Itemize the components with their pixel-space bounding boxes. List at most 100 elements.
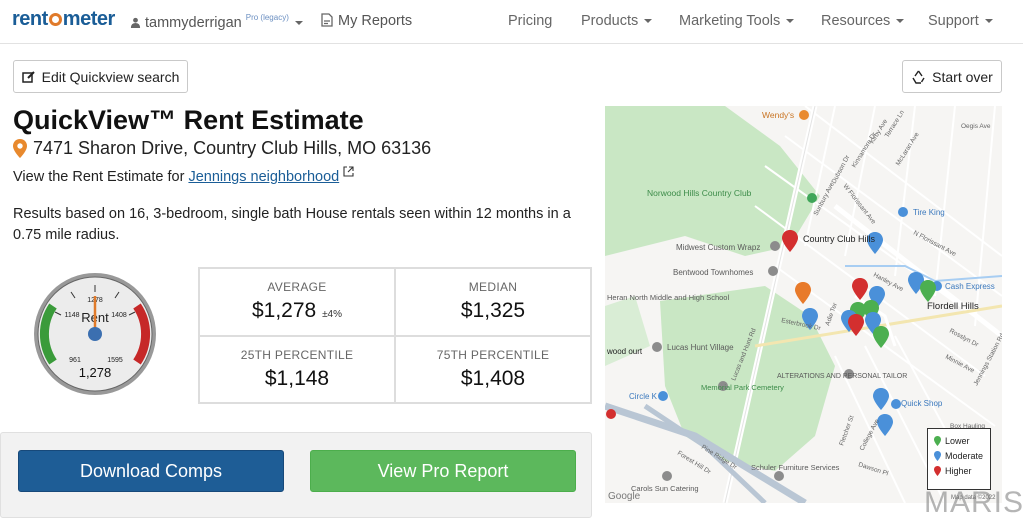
gas-poi-icon[interactable]	[658, 391, 668, 401]
logo-text-rent: rent	[12, 8, 48, 30]
label-country-club-hills: Country Club Hills	[803, 234, 876, 244]
map-pin-icon	[13, 139, 27, 158]
gauge-tick-p25: 1148	[64, 312, 79, 319]
map-marker-lower[interactable]	[920, 280, 936, 302]
my-reports-label: My Reports	[338, 13, 413, 29]
map-golf-course	[605, 106, 820, 256]
stat-p75: 75TH PERCENTILE $1,408	[395, 335, 591, 403]
username: tammyderrigan	[145, 15, 242, 31]
map-marker-subject[interactable]	[795, 282, 811, 304]
label-lucas-hunt: Lucas Hunt Village	[667, 343, 734, 352]
label-cash-express: Cash Express	[945, 282, 995, 291]
tire-poi-icon[interactable]	[898, 207, 908, 217]
stat-average-label: AVERAGE	[267, 280, 327, 294]
map-park	[605, 296, 650, 366]
nav-support[interactable]: Support	[928, 13, 993, 29]
chevron-down-icon	[294, 21, 303, 25]
map-marker-moderate[interactable]	[802, 308, 818, 330]
cemetery-poi-icon[interactable]	[718, 381, 728, 391]
map-marker-moderate[interactable]	[908, 272, 924, 294]
road-poi-icon[interactable]	[606, 409, 616, 419]
map-marker-higher[interactable]	[782, 230, 798, 252]
label-wood-court: wood ourt	[606, 347, 643, 356]
address-line: 7471 Sharon Drive, Country Club Hills, M…	[13, 138, 431, 159]
stat-median: MEDIAN $1,325	[395, 268, 591, 336]
gauge-value: 1,278	[79, 365, 112, 380]
map-marker-moderate[interactable]	[867, 232, 883, 254]
map-marker-moderate[interactable]	[877, 414, 893, 436]
street-rosslyn: Rosslyn Dr	[948, 328, 980, 349]
rentometer-logo[interactable]: rent meter	[12, 8, 115, 31]
edit-icon	[21, 70, 35, 83]
stat-p25-value: $1,148	[264, 366, 330, 390]
edit-quickview-button[interactable]: Edit Quickview search	[13, 60, 188, 93]
village-poi-icon[interactable]	[652, 342, 662, 352]
restaurant-poi-icon[interactable]	[799, 110, 809, 120]
legend-lower: Lower	[934, 433, 984, 448]
logo-text-meter: meter	[62, 8, 115, 30]
street-oegis: Oegis Ave	[961, 123, 991, 130]
label-carols: Carols Sun Catering	[631, 484, 699, 493]
reports-icon	[321, 13, 333, 27]
neighborhood-link[interactable]: Jennings neighborhood	[188, 169, 340, 185]
wrap-poi-icon[interactable]	[770, 241, 780, 251]
nav-pricing[interactable]: Pricing	[508, 13, 553, 29]
moderate-marker-icon	[934, 450, 941, 461]
nav-marketing-tools[interactable]: Marketing Tools	[679, 13, 795, 29]
nav-products[interactable]: Products	[581, 13, 653, 29]
comps-map[interactable]: Wendy's Norwood Hills Country Club Count…	[605, 106, 1002, 503]
page-title: QuickView™ Rent Estimate	[13, 105, 364, 135]
label-flordell-hills: Flordell Hills	[927, 301, 979, 312]
map-marker-higher[interactable]	[852, 278, 868, 300]
maris-watermark: MARIS	[924, 486, 1023, 519]
start-over-button[interactable]: Start over	[902, 60, 1002, 93]
comp-markers[interactable]	[782, 230, 936, 436]
furniture-poi-icon[interactable]	[774, 471, 784, 481]
my-reports-link[interactable]: My Reports	[321, 13, 412, 29]
townhomes-poi-icon[interactable]	[768, 266, 778, 276]
street-adie: Adie Ter	[824, 301, 839, 326]
user-icon	[130, 17, 141, 28]
street-kinnamore: Kinnamore Dr	[851, 131, 879, 169]
shop-poi-icon[interactable]	[891, 399, 901, 409]
street-box-hauling: Box Hauling	[950, 423, 985, 430]
map-road-florissant	[833, 204, 1002, 338]
results-summary: Results based on 16, 3-bedroom, single b…	[13, 206, 571, 243]
rent-stats-grid: AVERAGE $1,278 ±4% MEDIAN $1,325 25TH PE…	[198, 267, 592, 404]
map-canvas: Wendy's Norwood Hills Country Club Count…	[605, 106, 1002, 503]
chevron-down-icon	[786, 19, 795, 23]
view-pro-report-button[interactable]: View Pro Report	[310, 450, 576, 492]
map-legend: Lower Moderate Higher	[927, 428, 991, 490]
download-comps-button[interactable]: Download Comps	[18, 450, 284, 492]
stat-average: AVERAGE $1,278 ±4%	[199, 268, 395, 336]
map-marker-lower[interactable]	[873, 326, 889, 348]
label-quick-shop: Quick Shop	[901, 399, 943, 408]
map-highway	[605, 402, 807, 503]
lower-marker-icon	[934, 435, 941, 446]
recycle-icon	[912, 70, 925, 84]
action-bar: Download Comps View Pro Report	[0, 432, 592, 518]
address-text: 7471 Sharon Drive, Country Club Hills, M…	[33, 138, 432, 158]
stat-average-note: ±4%	[322, 309, 343, 320]
chevron-down-icon	[644, 19, 653, 23]
map-cemetery	[660, 286, 835, 471]
tailor-poi-icon[interactable]	[844, 369, 854, 379]
external-link-icon[interactable]	[343, 166, 354, 177]
user-badge: Pro (legacy)	[245, 13, 289, 22]
legend-moderate: Moderate	[934, 448, 984, 463]
logo-o-icon	[48, 13, 62, 26]
nav-resources[interactable]: Resources	[821, 13, 905, 29]
catering-poi-icon[interactable]	[662, 471, 672, 481]
golf-poi-icon[interactable]	[807, 193, 817, 203]
user-menu[interactable]: tammyderrigan Pro (legacy)	[130, 13, 303, 31]
label-midwest: Midwest Custom Wrapz	[676, 243, 760, 252]
map-marker-higher[interactable]	[848, 314, 864, 336]
top-navbar: rent meter tammyderrigan Pro (legacy) My …	[0, 0, 1023, 44]
map-marker-moderate[interactable]	[873, 388, 889, 410]
rent-gauge: 1278 1148 1408 961 1595 Rent 1,278	[34, 273, 156, 395]
stat-average-value: $1,278	[251, 299, 317, 322]
stat-p25: 25TH PERCENTILE $1,148	[199, 335, 395, 403]
stat-p25-label: 25TH PERCENTILE	[240, 347, 354, 362]
label-alterations: ALTERATIONS AND PERSONAL TAILOR	[777, 373, 907, 380]
street-dubson: Dubson Dr	[831, 153, 852, 184]
